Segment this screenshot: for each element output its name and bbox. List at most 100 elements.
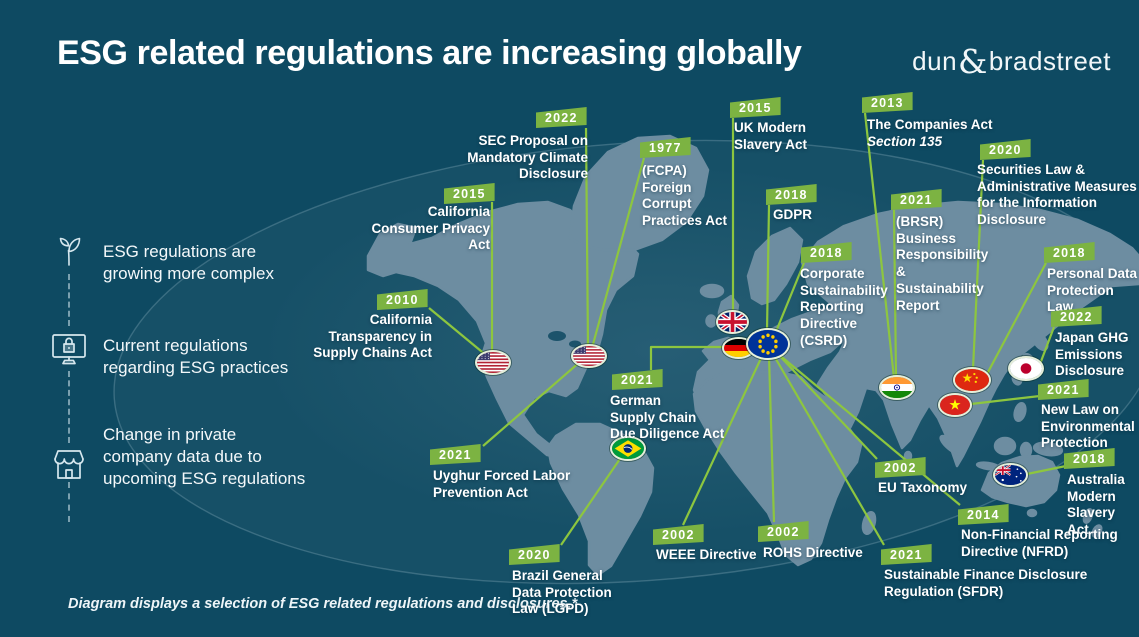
regulation-label-uyghur: Uyghur Forced Labor Prevention Act xyxy=(433,468,570,501)
regulation-label-ccpa: California Consumer Privacy Act xyxy=(371,204,490,254)
sidebar-item-current-regulations: Current regulations regarding ESG practi… xyxy=(103,336,289,377)
regulation-label-csrd: Corporate Sustainability Reporting Direc… xyxy=(800,266,888,350)
dun-bradstreet-logo: dun&bradstreet xyxy=(912,42,1111,81)
regulation-label-rohs: ROHS Directive xyxy=(763,545,863,562)
page-title: ESG related regulations are increasing g… xyxy=(57,34,802,72)
regulation-label-gdpr: GDPR xyxy=(773,207,812,224)
dashed-connector xyxy=(68,274,70,326)
year-badge-ccpa: 2015 xyxy=(444,183,495,204)
leader-line-new-law-env xyxy=(970,394,1041,406)
european-union-flag xyxy=(746,328,790,360)
leader-line-fcpa xyxy=(590,157,646,349)
regulation-label-nfrd: Non-Financial Reporting Directive (NFRD) xyxy=(961,527,1118,560)
year-badge-new-law-env: 2021 xyxy=(1038,379,1089,400)
year-badge-securities-law: 2020 xyxy=(980,139,1031,160)
regulation-label-subtext: Section 135 xyxy=(867,133,943,149)
brazil-flag xyxy=(610,436,646,461)
dashed-connector xyxy=(68,482,70,522)
year-badge-aus-msa: 2018 xyxy=(1064,448,1115,469)
leader-line-brsr xyxy=(892,209,898,378)
leader-line-japan-ghg xyxy=(1038,326,1056,365)
regulation-label-text: The Companies Act xyxy=(867,117,993,132)
island-ireland xyxy=(705,314,717,328)
year-badge-weee: 2002 xyxy=(653,524,704,545)
island-new-zealand-south xyxy=(1091,524,1103,538)
island-tasmania xyxy=(1026,508,1038,518)
regulation-label-japan-ghg: Japan GHG Emissions Disclosure xyxy=(1055,330,1129,380)
leader-line-gdpr xyxy=(765,204,771,332)
year-badge-brsr: 2021 xyxy=(891,189,942,210)
year-badge-brazil-lgpd: 2020 xyxy=(509,544,560,565)
regulation-label-eu-taxonomy: EU Taxonomy xyxy=(878,480,967,497)
leader-line-german-supply xyxy=(649,345,725,370)
regulation-label-brazil-lgpd: Brazil General Data Protection Law (LGPD… xyxy=(512,568,612,618)
regulation-label-text: Corporate Sustainability Reporting Direc… xyxy=(800,266,888,348)
regulation-label-weee: WEEE Directive xyxy=(656,547,757,564)
regulation-label-text: Australia Modern Slavery Act xyxy=(1067,472,1125,538)
regulation-label-text: (BRSR) Business Responsibility & Sustain… xyxy=(896,214,989,313)
regulation-label-text: UK Modern Slavery Act xyxy=(734,120,808,152)
regulation-label-fcpa: (FCPA) Foreign Corrupt Practices Act xyxy=(642,163,727,230)
continent-africa xyxy=(692,368,863,567)
logo-text-bradstreet: bradstreet xyxy=(988,46,1111,76)
year-badge-german-supply: 2021 xyxy=(612,369,663,390)
regulation-label-german-supply: German Supply Chain Due Diligence Act xyxy=(610,393,724,443)
storefront-icon xyxy=(50,446,88,484)
leader-line-securities-law xyxy=(971,159,985,370)
orbit-ellipse xyxy=(113,139,1139,585)
leader-line-brazil-lgpd xyxy=(560,452,625,546)
regulation-label-text: Personal Data Protection Law xyxy=(1047,266,1138,315)
regulation-label-text: Sustainable Finance Disclosure Regulatio… xyxy=(884,567,1088,599)
leader-line-ca-transparency xyxy=(428,307,488,357)
leader-line-companies-act xyxy=(863,112,896,379)
regulation-label-ca-transparency: California Transparency in Supply Chains… xyxy=(313,312,432,362)
logo-text-dun: dun xyxy=(912,46,958,76)
regulation-label-text: German Supply Chain Due Diligence Act xyxy=(610,393,725,442)
island-philippines xyxy=(1013,401,1027,423)
leader-line-uyghur xyxy=(482,360,582,447)
leader-line-pdpl xyxy=(986,262,1047,375)
leader-line-csrd xyxy=(773,262,806,335)
vietnam-flag xyxy=(938,393,972,417)
year-badge-sfdr: 2021 xyxy=(881,544,932,565)
region-scandinavia xyxy=(746,226,804,306)
year-badge-pdpl: 2018 xyxy=(1044,242,1095,263)
year-badge-fcpa: 1977 xyxy=(640,137,691,158)
australia-flag xyxy=(993,463,1028,487)
logo-ampersand-icon: & xyxy=(958,42,988,81)
continent-south-america xyxy=(546,422,655,577)
regulation-label-text: Brazil General Data Protection Law (LGPD… xyxy=(512,568,612,617)
regulation-label-text: SEC Proposal on Mandatory Climate Disclo… xyxy=(467,133,588,182)
regulation-label-text: New Law on Environmental Protection xyxy=(1041,402,1135,451)
regulation-label-text: Non-Financial Reporting Directive (NFRD) xyxy=(961,527,1118,559)
island-greenland xyxy=(568,134,710,252)
sprout-icon xyxy=(50,232,88,270)
regulation-label-text: Japan GHG Emissions Disclosure xyxy=(1055,330,1129,379)
regulation-label-new-law-env: New Law on Environmental Protection xyxy=(1041,402,1135,452)
leader-line-sfdr xyxy=(772,353,885,546)
sidebar-item-complexity: ESG regulations are growing more complex xyxy=(103,242,275,283)
regulation-label-aus-msa: Australia Modern Slavery Act xyxy=(1067,472,1139,539)
regulation-label-brsr: (BRSR) Business Responsibility & Sustain… xyxy=(896,214,988,314)
united-states-east-flag xyxy=(571,344,607,368)
island-madagascar xyxy=(861,511,877,535)
year-badge-nfrd: 2014 xyxy=(958,504,1009,525)
footnote: Diagram displays a selection of ESG rela… xyxy=(68,596,578,612)
regulation-label-securities-law: Securities Law & Administrative Measures… xyxy=(977,162,1137,229)
island-borneo xyxy=(993,436,1017,456)
year-badge-sec-climate: 2022 xyxy=(536,107,587,128)
united-states-west-flag xyxy=(475,350,511,375)
sidebar-item-private-company-data: Change in private company data due to up… xyxy=(103,425,306,488)
year-badge-uk-msa: 2015 xyxy=(730,97,781,118)
year-badge-japan-ghg: 2022 xyxy=(1051,306,1102,327)
monitor-lock-icon xyxy=(50,330,88,368)
leader-line-sec-climate xyxy=(584,127,590,349)
regulation-label-text: Securities Law & Administrative Measures… xyxy=(977,162,1137,228)
island-new-zealand-north xyxy=(1082,508,1094,524)
regulation-label-pdpl: Personal Data Protection Law xyxy=(1047,266,1139,316)
island-sumatra xyxy=(939,434,963,456)
regulation-label-sec-climate: SEC Proposal on Mandatory Climate Disclo… xyxy=(467,133,588,183)
year-badge-eu-taxonomy: 2002 xyxy=(875,457,926,478)
island-new-guinea xyxy=(1032,441,1064,457)
